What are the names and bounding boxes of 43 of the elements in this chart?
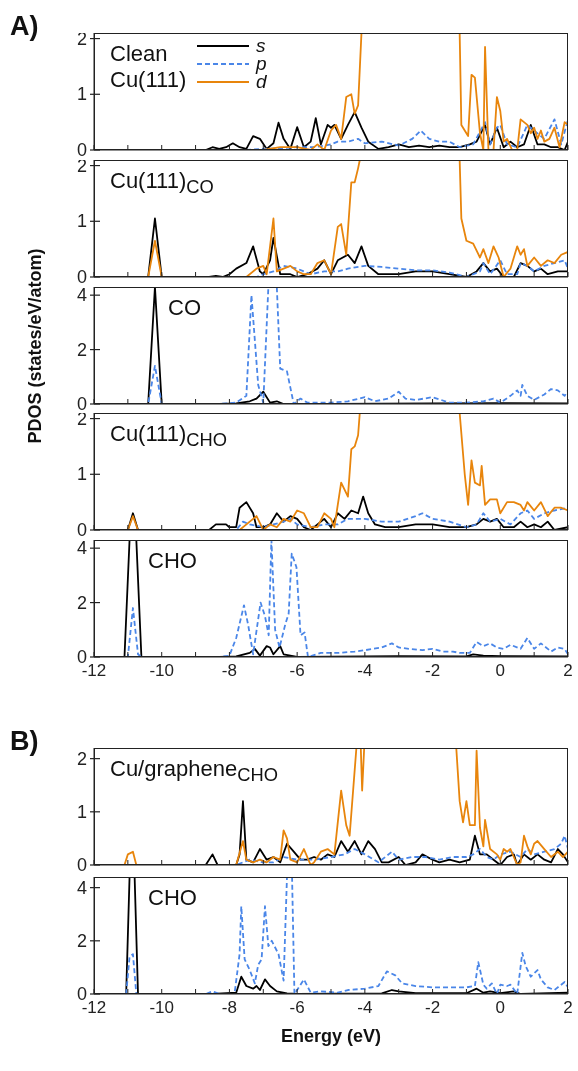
text: B) bbox=[10, 726, 39, 757]
y-tick-label: 0 bbox=[76, 520, 87, 540]
text: Cu/graphene$_{CHO}$ bbox=[110, 756, 278, 788]
text: Cu(111)$_{CO}$ bbox=[110, 168, 214, 200]
x-tick-label: -2 bbox=[425, 998, 441, 1017]
x-axis-title: Energy (eV) bbox=[280, 1026, 382, 1047]
y-tick-label: 1 bbox=[76, 801, 87, 822]
text: Clean Cu(111) bbox=[110, 41, 188, 93]
x-tick-label: 0 bbox=[495, 661, 506, 680]
y-tick-label: 4 bbox=[76, 538, 87, 559]
y-tick-label: 0 bbox=[76, 140, 87, 160]
x-tick-label: -4 bbox=[357, 998, 373, 1017]
x-tick-label: 0 bbox=[495, 998, 506, 1017]
x-tick-label: -4 bbox=[357, 661, 373, 680]
y-tick-label: 1 bbox=[76, 464, 87, 485]
x-tick-label: -2 bbox=[425, 661, 441, 680]
x-tick-label: -6 bbox=[289, 661, 305, 680]
y-tick-label: 0 bbox=[76, 647, 87, 667]
x-tick-label: -10 bbox=[149, 661, 174, 680]
x-tick-label: -10 bbox=[149, 998, 174, 1017]
y-axis-title: PDOS (states/eV/atom) bbox=[24, 247, 46, 444]
x-tick-label: 2 bbox=[563, 661, 573, 680]
y-tick-label: 4 bbox=[76, 285, 87, 306]
text: Cu(111)$_{CHO}$ bbox=[110, 421, 227, 453]
y-tick-label: 2 bbox=[76, 592, 87, 613]
x-tick-label: 2 bbox=[563, 998, 573, 1017]
y-tick-label: 2 bbox=[76, 930, 87, 951]
y-tick-label: 0 bbox=[76, 984, 87, 1004]
text: A) bbox=[10, 11, 39, 42]
y-tick-label: 4 bbox=[76, 877, 87, 898]
x-tick-label: -8 bbox=[221, 998, 237, 1017]
y-tick-label: 0 bbox=[76, 394, 87, 414]
x-tick-label: -8 bbox=[221, 661, 237, 680]
y-tick-label: 2 bbox=[76, 748, 87, 769]
y-tick-label: 2 bbox=[76, 339, 87, 360]
y-tick-label: 1 bbox=[76, 84, 87, 105]
y-tick-label: 0 bbox=[76, 855, 87, 875]
x-tick-label: -6 bbox=[289, 998, 305, 1017]
chart-title: CO bbox=[168, 295, 201, 321]
chart-title: CHO bbox=[148, 548, 197, 574]
y-tick-label: 0 bbox=[76, 267, 87, 287]
y-tick-label: 1 bbox=[76, 211, 87, 232]
chart-title: CHO bbox=[148, 885, 197, 911]
